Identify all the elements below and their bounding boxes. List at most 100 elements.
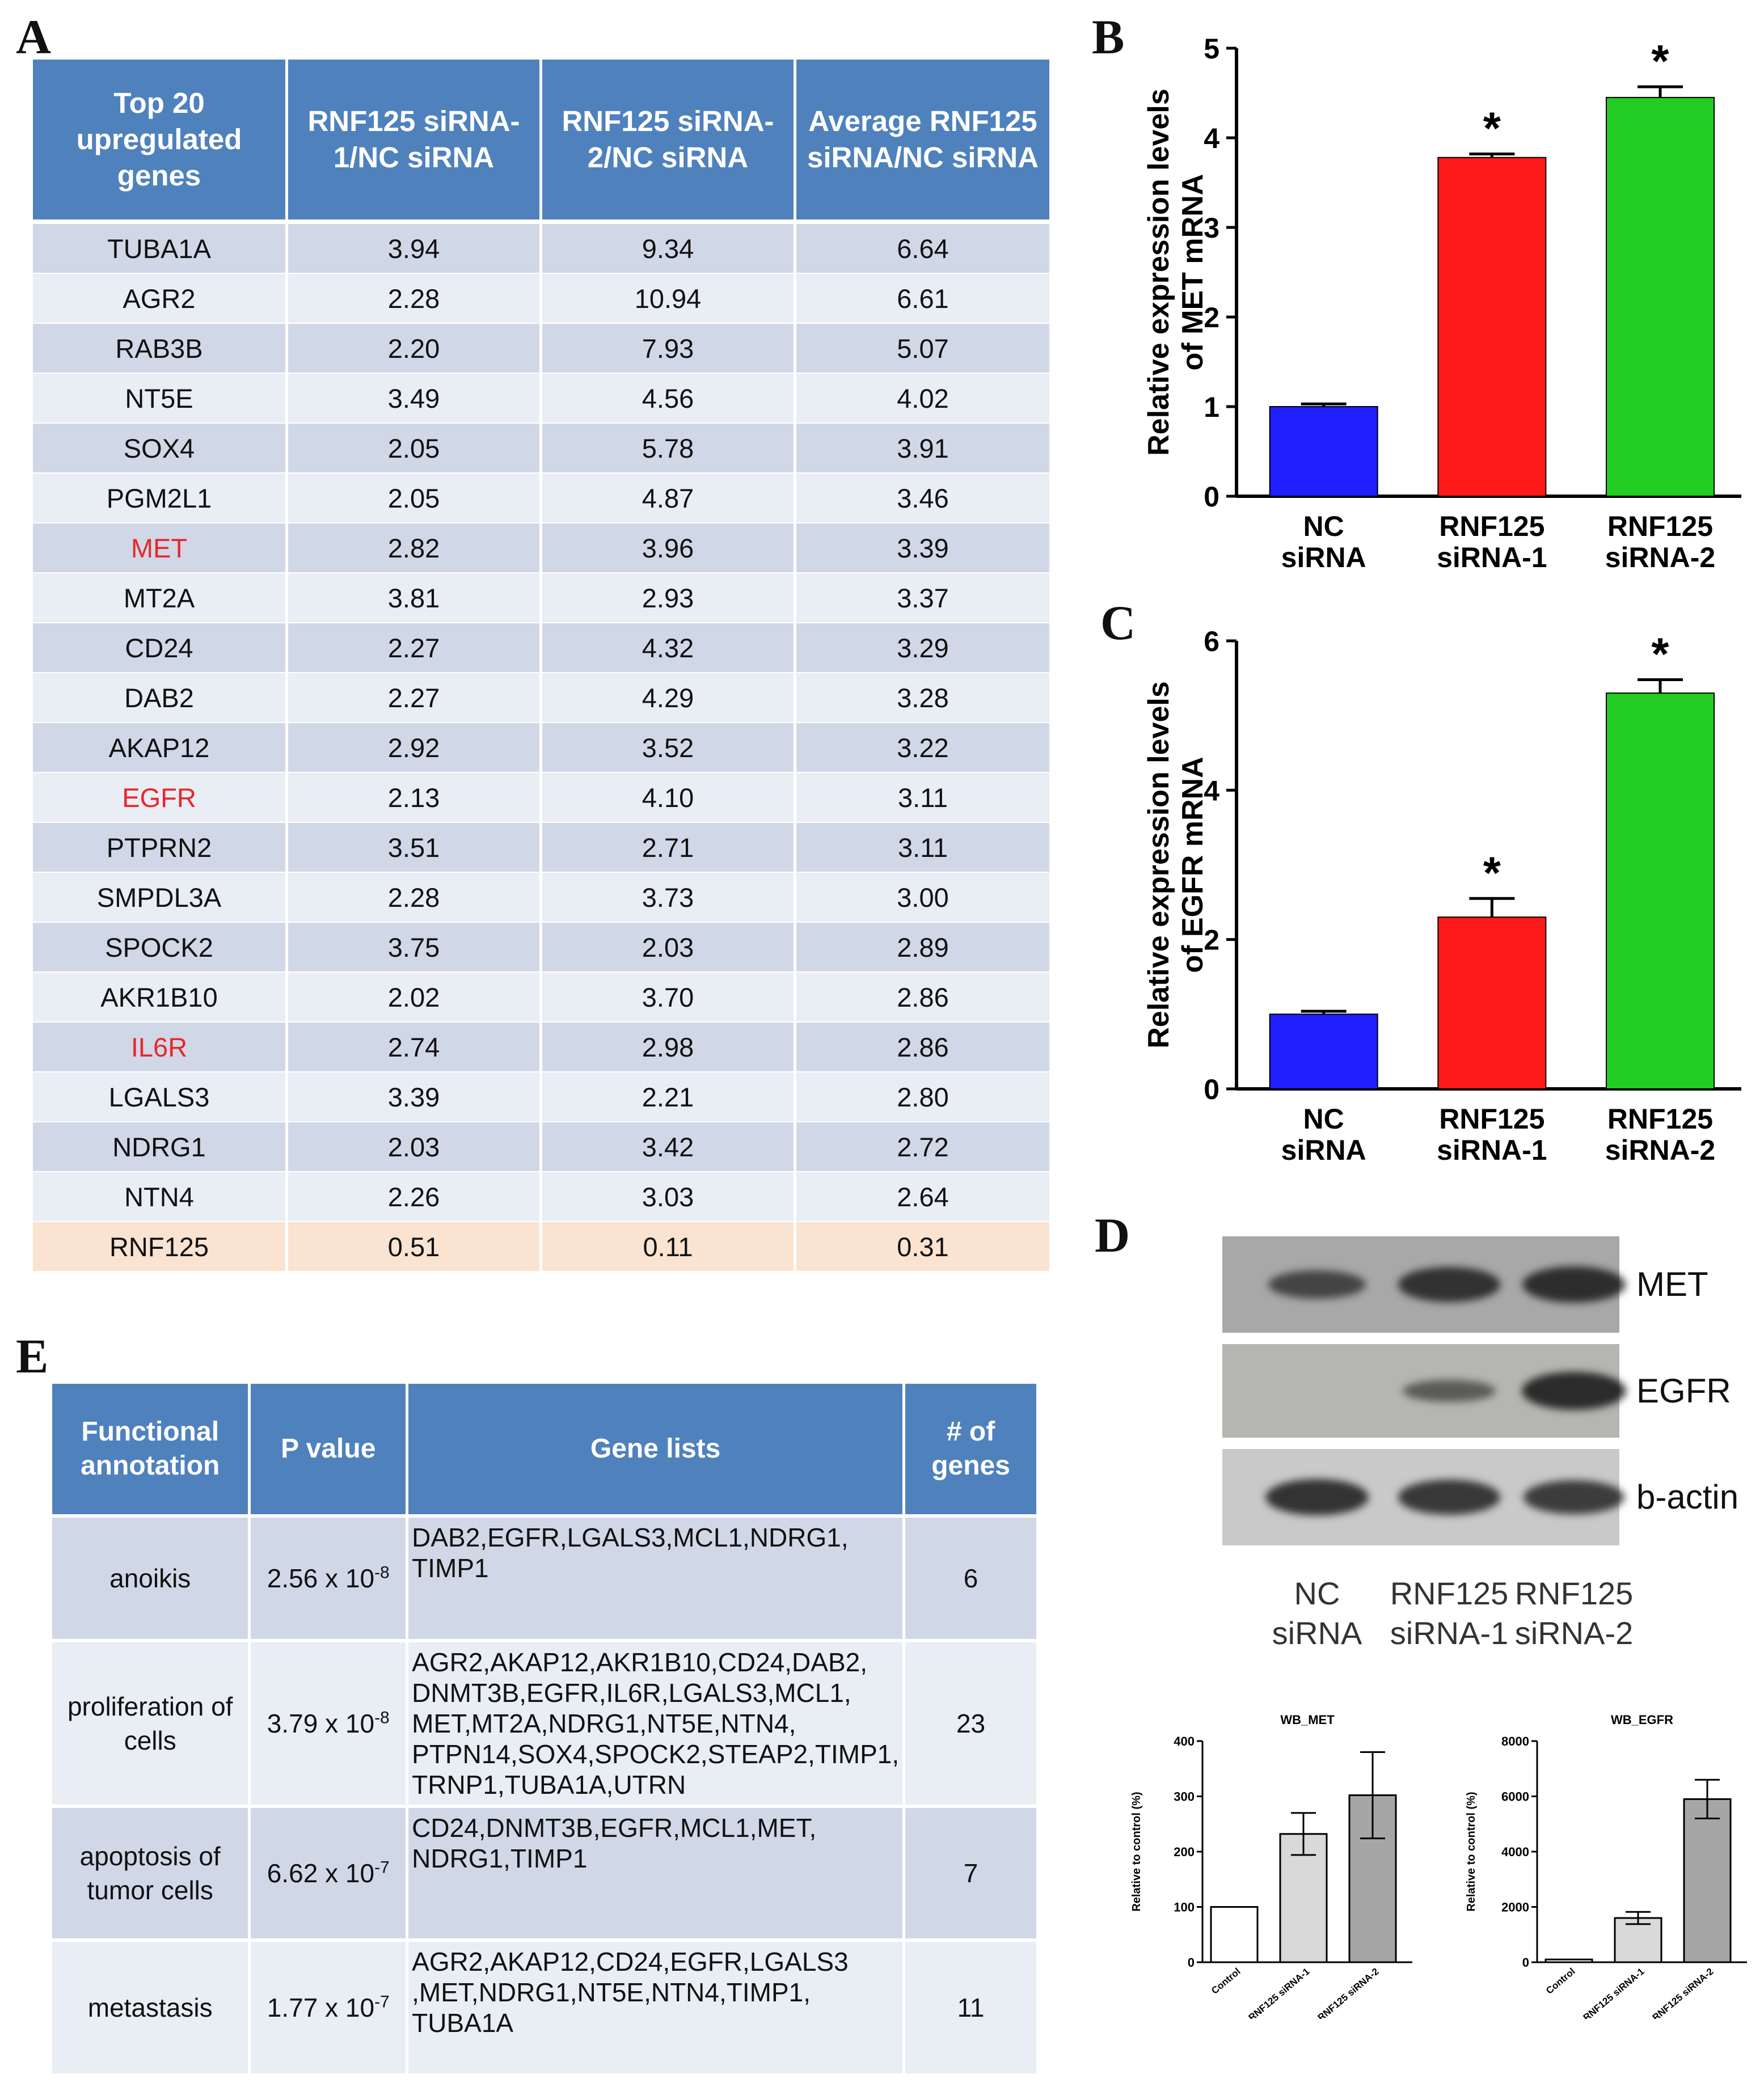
sirna2-ratio-cell: 2.21 xyxy=(542,1072,796,1122)
table-row: NT5E 3.49 4.56 4.02 xyxy=(33,374,1049,424)
pvalue-cell: 2.56 x 10-8 xyxy=(251,1514,409,1639)
table-row: EGFR 2.13 4.10 3.11 xyxy=(33,773,1049,823)
y-tick-label: 0 xyxy=(1204,481,1219,513)
pvalue-cell: 6.62 x 10-7 xyxy=(251,1805,409,1938)
panel-label-b: B xyxy=(1092,10,1125,64)
blot-strip-met xyxy=(1222,1236,1626,1333)
bar xyxy=(1683,1798,1732,1963)
blot-lane-label: RNF125 siRNA-2 xyxy=(1503,1574,1645,1653)
blot-band xyxy=(1522,1372,1626,1410)
sirna2-ratio-cell: 4.56 xyxy=(542,374,796,424)
function-cell: proliferation of cells xyxy=(52,1639,251,1805)
average-ratio-cell: 3.46 xyxy=(796,474,1049,523)
col-header-sirna2: RNF125 siRNA-2/NC siRNA xyxy=(542,60,796,219)
gene-name-cell: AGR2 xyxy=(33,274,288,324)
table-row: CD24 2.27 4.32 3.29 xyxy=(33,623,1049,673)
sirna1-ratio-cell: 2.82 xyxy=(288,523,542,573)
gene-count-cell: 7 xyxy=(905,1805,1036,1938)
gene-name-cell: MET xyxy=(33,523,288,573)
y-tick-label: 0 xyxy=(1204,1074,1219,1105)
pvalue-exponent: -7 xyxy=(374,1992,390,2012)
bar xyxy=(1544,1958,1593,1963)
y-axis-label: Relative expression levels of MET mRNA xyxy=(1142,88,1209,456)
sirna1-ratio-cell: 2.05 xyxy=(288,474,542,523)
panel-label-a: A xyxy=(16,10,52,64)
blot-strip-egfr xyxy=(1222,1344,1626,1438)
table-header-row: Functional annotation P value Gene lists… xyxy=(52,1384,1036,1514)
gene-name-cell: AKR1B10 xyxy=(33,973,288,1023)
gene-name-cell: SPOCK2 xyxy=(33,923,288,973)
bar xyxy=(1437,916,1547,1090)
panel-label-e: E xyxy=(16,1329,49,1383)
sirna1-ratio-cell: 2.26 xyxy=(288,1172,542,1222)
average-ratio-cell: 6.64 xyxy=(796,219,1049,274)
gene-name-cell: SMPDL3A xyxy=(33,873,288,923)
x-tick-label: siRNA-1 xyxy=(1437,1134,1547,1166)
x-tick-label: Control xyxy=(1544,1966,1577,1996)
lane-label-line: NC xyxy=(1294,1575,1340,1611)
sirna1-ratio-cell: 3.39 xyxy=(288,1072,542,1122)
table-row: SPOCK2 3.75 2.03 2.89 xyxy=(33,923,1049,973)
pvalue-exponent: -8 xyxy=(374,1708,390,1727)
x-tick-label: RNF125 siRNA-2 xyxy=(1651,1966,1716,2019)
y-tick-label: 8000 xyxy=(1501,1734,1529,1748)
average-ratio-cell: 2.86 xyxy=(796,973,1049,1023)
pvalue-exponent: -7 xyxy=(374,1858,390,1877)
x-tick-label: RNF125 siRNA-1 xyxy=(1247,1966,1312,2019)
y-tick-label: 200 xyxy=(1174,1845,1195,1859)
gene-name-cell: EGFR xyxy=(33,773,288,823)
sirna2-ratio-cell: 2.98 xyxy=(542,1023,796,1072)
wb-egfr-quant-chart: WB_EGFR Relative to control (%) 0 2000 4000 6… xyxy=(1465,1713,1747,2019)
sirna1-ratio-cell: 2.28 xyxy=(288,873,542,923)
pvalue-base: 6.62 x 10 xyxy=(267,1858,375,1888)
x-tick-label: siRNA-2 xyxy=(1605,542,1715,573)
sirna1-ratio-cell: 2.27 xyxy=(288,623,542,673)
sirna1-ratio-cell: 2.92 xyxy=(288,723,542,773)
blot-band xyxy=(1268,1270,1366,1299)
y-axis-label: Relative to control (%) xyxy=(1465,1792,1478,1911)
significance-star: * xyxy=(1483,847,1501,898)
bar xyxy=(1437,157,1547,497)
gene-name-cell: MT2A xyxy=(33,573,288,623)
table-row: TUBA1A 3.94 9.34 6.64 xyxy=(33,219,1049,274)
sirna1-ratio-cell: 3.94 xyxy=(288,219,542,274)
chart-title: WB_EGFR xyxy=(1611,1713,1673,1727)
sirna2-ratio-cell: 4.87 xyxy=(542,474,796,523)
table-row: SMPDL3A 2.28 3.73 3.00 xyxy=(33,873,1049,923)
sirna1-ratio-cell: 2.13 xyxy=(288,773,542,823)
sirna2-ratio-cell: 9.34 xyxy=(542,219,796,274)
bar xyxy=(1210,1906,1259,1963)
y-tick-label: 5 xyxy=(1204,33,1219,65)
table-row: SOX4 2.05 5.78 3.91 xyxy=(33,424,1049,474)
average-ratio-cell: 3.11 xyxy=(796,773,1049,823)
x-tick-label: Control xyxy=(1209,1966,1243,1996)
sirna1-ratio-cell: 2.27 xyxy=(288,673,542,723)
table-row: DAB2 2.27 4.29 3.28 xyxy=(33,673,1049,723)
x-tick-label: siRNA xyxy=(1281,1134,1366,1166)
col-header-average: Average RNF125 siRNA/NC siRNA xyxy=(796,60,1049,219)
x-tick-label: NC xyxy=(1303,1103,1344,1135)
table-header-row: Top 20 upregulated genes RNF125 siRNA-1/… xyxy=(33,60,1049,219)
col-header-pvalue: P value xyxy=(251,1384,409,1514)
x-tick-label: RNF125 xyxy=(1439,1103,1544,1135)
bar xyxy=(1606,692,1715,1089)
y-axis-label: Relative to control (%) xyxy=(1130,1792,1143,1911)
sirna2-ratio-cell: 4.32 xyxy=(542,623,796,673)
blot-band xyxy=(1522,1266,1626,1303)
gene-list-cell: CD24,DNMT3B,EGFR,MCL1,MET, NDRG1,TIMP1 xyxy=(408,1805,906,1938)
table-row: metastasis 1.77 x 10-7 AGR2,AKAP12,CD24,EG… xyxy=(52,1938,1036,2073)
average-ratio-cell: 2.64 xyxy=(796,1172,1049,1222)
sirna1-ratio-cell: 2.28 xyxy=(288,274,542,324)
lane-label-line: siRNA xyxy=(1272,1615,1362,1651)
sirna2-ratio-cell: 2.71 xyxy=(542,823,796,873)
y-tick-label: 4 xyxy=(1204,775,1219,806)
wb-met-quant-chart: WB_MET Relative to control (%) 0 100 200 300 4… xyxy=(1130,1713,1412,2019)
sirna1-ratio-cell: 2.03 xyxy=(288,1122,542,1172)
y-tick-label: 400 xyxy=(1174,1734,1195,1748)
gene-name-cell: IL6R xyxy=(33,1023,288,1072)
y-tick-label: 2000 xyxy=(1501,1900,1529,1915)
sirna2-ratio-cell: 3.42 xyxy=(542,1122,796,1172)
lane-label-line: siRNA-1 xyxy=(1390,1615,1509,1651)
average-ratio-cell: 3.22 xyxy=(796,723,1049,773)
gene-name-cell: PGM2L1 xyxy=(33,474,288,523)
